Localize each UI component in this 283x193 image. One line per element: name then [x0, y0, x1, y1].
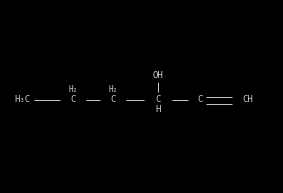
Text: C: C: [110, 96, 116, 104]
Text: C: C: [197, 96, 203, 104]
Text: C: C: [155, 96, 161, 104]
Text: CH: CH: [243, 96, 253, 104]
Text: H: H: [155, 106, 161, 114]
Text: OH: OH: [153, 70, 163, 80]
Text: H₃C: H₃C: [14, 96, 30, 104]
Text: C: C: [70, 96, 76, 104]
Text: H₂: H₂: [108, 85, 118, 95]
Text: H₂: H₂: [68, 85, 78, 95]
